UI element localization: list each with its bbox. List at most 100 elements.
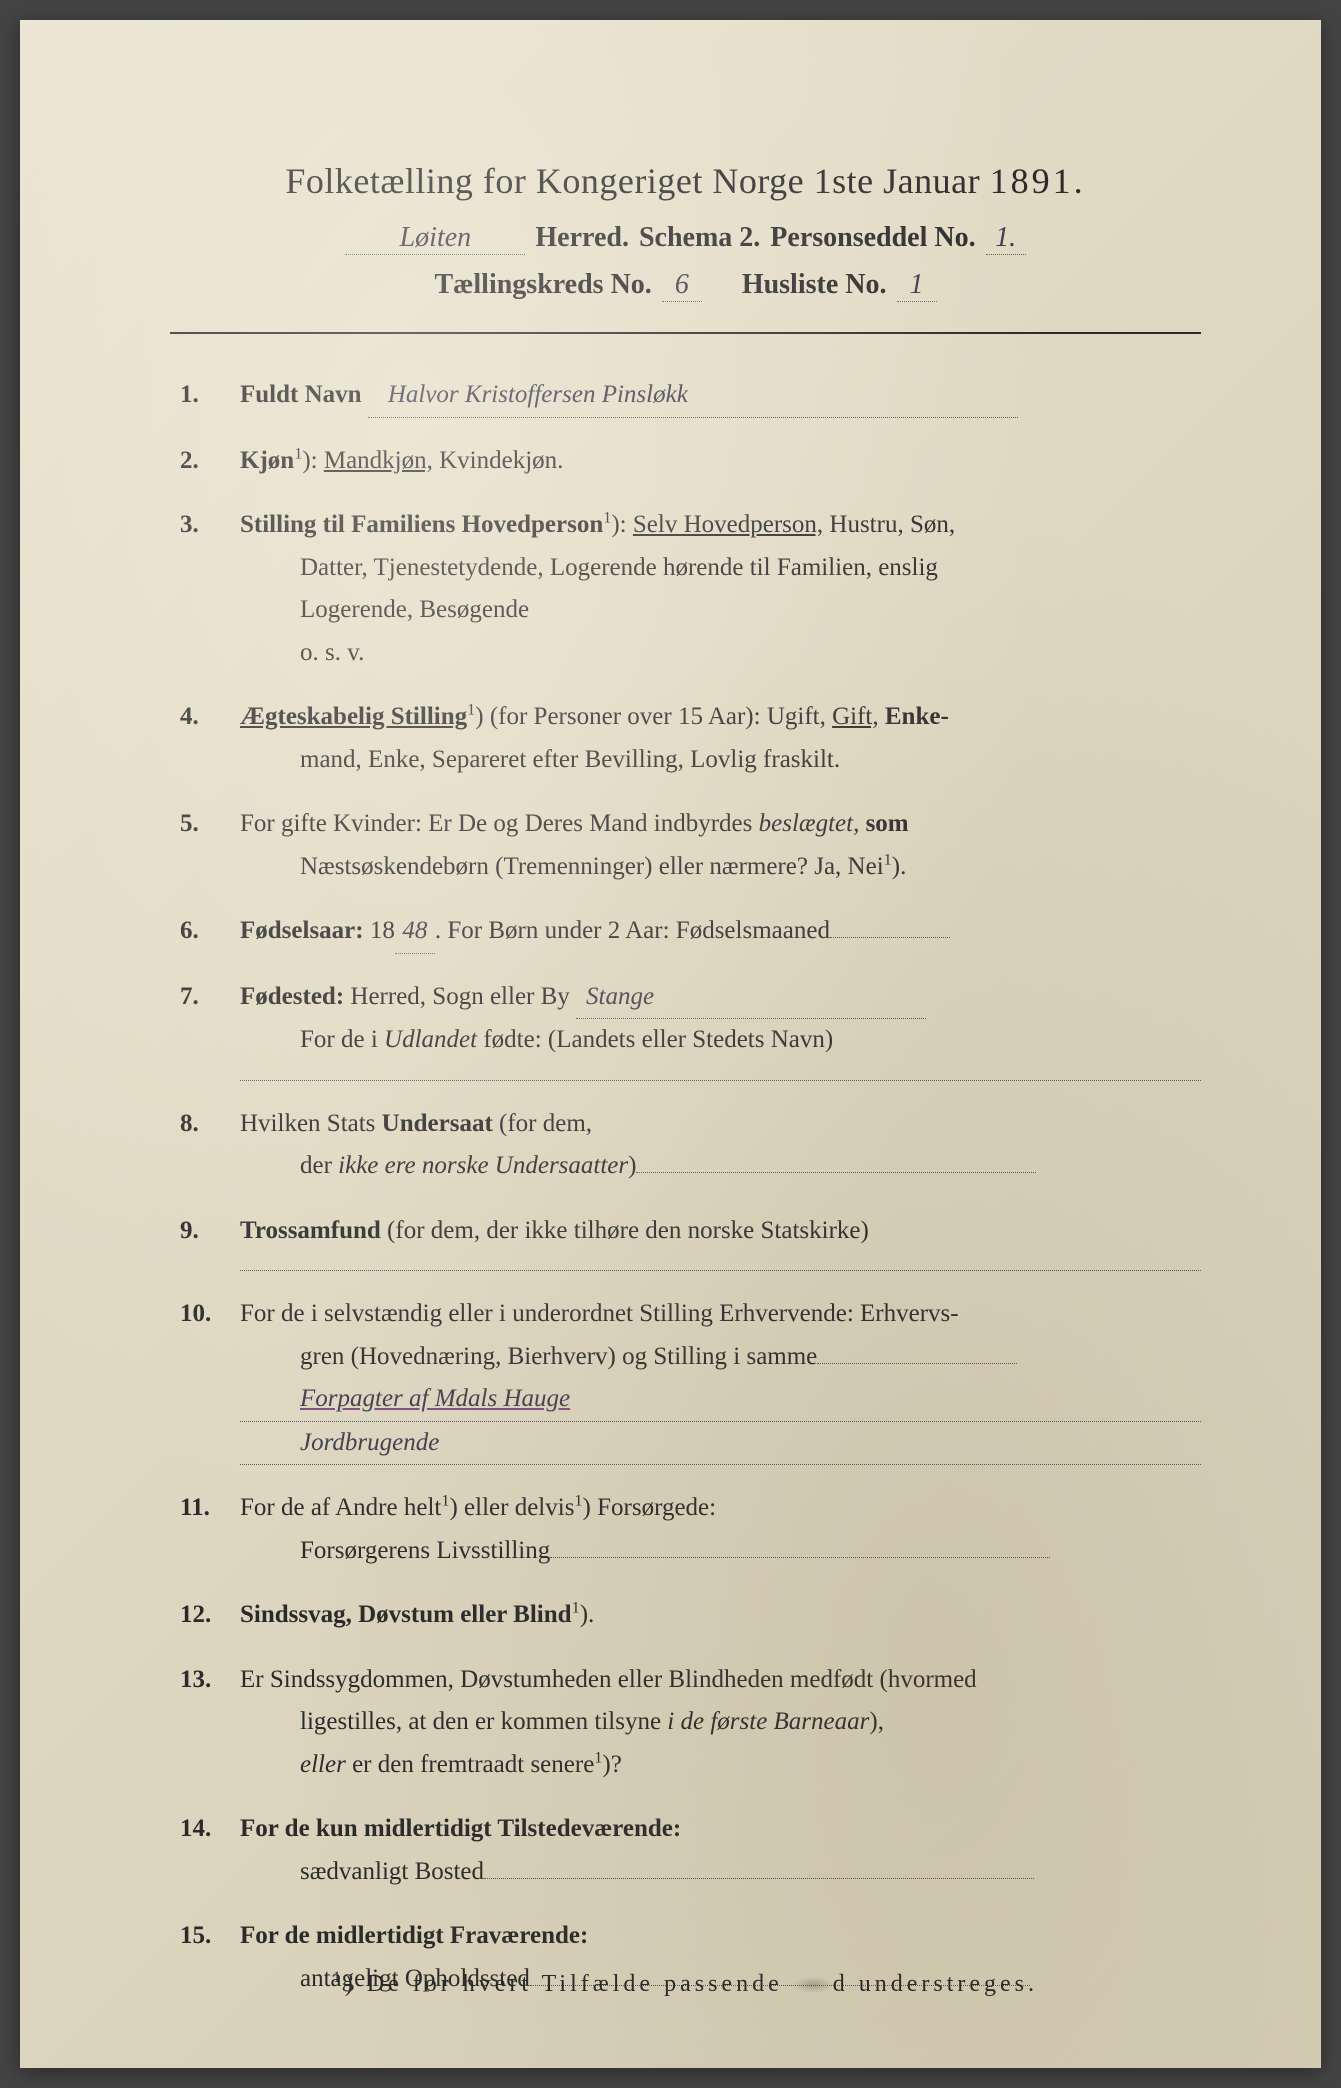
item-3: 3. Stilling til Familiens Hovedperson1):…: [180, 504, 1201, 674]
sup: 1: [572, 1599, 580, 1617]
form-header: Folketælling for Kongeriget Norge 1ste J…: [170, 160, 1201, 302]
field-label: Trossamfund: [240, 1217, 381, 1244]
l2: sædvanligt Bosted: [300, 1858, 484, 1885]
item-body: Stilling til Familiens Hovedperson1): Se…: [240, 504, 1201, 674]
item-num: 2.: [180, 440, 240, 483]
sup: 1: [884, 850, 892, 868]
year-prefix: 18: [364, 917, 395, 944]
l3a: eller: [300, 1751, 346, 1778]
fn-text2: d understreges.: [833, 1971, 1038, 1997]
title-text: Folketælling for Kongeriget Norge 1ste J…: [285, 161, 980, 201]
line2: Næstsøskendebørn (Tremenninger) eller næ…: [240, 846, 1201, 889]
l3c: )?: [602, 1751, 621, 1778]
blank: [636, 1172, 1036, 1173]
line3: Logerende, Besøgende: [240, 589, 1201, 632]
fodested-hw: Stange: [576, 976, 926, 1020]
line2: Forsørgerens Livsstilling: [240, 1530, 1201, 1573]
l2b: fødte: (Landets eller Stedets Navn): [477, 1026, 833, 1053]
paren: ):: [611, 511, 633, 538]
text1: Er Sindssygdommen, Døvstumheden eller Bl…: [240, 1666, 977, 1693]
line2: For de i Udlandet fødte: (Landets eller …: [240, 1019, 1201, 1062]
rest-options: Kvindekjøn.: [433, 447, 564, 474]
line3: eller er den fremtraadt senere1)?: [240, 1744, 1201, 1787]
text: (for dem, der ikke tilhøre den norske St…: [381, 1217, 869, 1244]
item-4: 4. Ægteskabelig Stilling1) (for Personer…: [180, 696, 1201, 781]
item-num: 4.: [180, 696, 240, 781]
item-body: For de kun midlertidigt Tilstedeværende:…: [240, 1808, 1201, 1893]
item-6: 6. Fødselsaar: 1848. For Børn under 2 Aa…: [180, 910, 1201, 954]
item-9: 9. Trossamfund (for dem, der ikke tilhør…: [180, 1210, 1201, 1272]
rest: Hustru, Søn,: [823, 511, 955, 538]
main-title: Folketælling for Kongeriget Norge 1ste J…: [170, 160, 1201, 202]
italic: ikke ere norske Undersaatter: [338, 1152, 628, 1179]
item-2: 2. Kjøn1): Mandkjøn, Kvindekjøn.: [180, 440, 1201, 483]
italic: i de første Barneaar: [667, 1708, 869, 1735]
line2: sædvanligt Bosted: [240, 1851, 1201, 1894]
text2: (for dem,: [493, 1110, 592, 1137]
line2: der ikke ere norske Undersaatter): [240, 1145, 1201, 1188]
text: ).: [580, 1601, 595, 1628]
l2a: Næstsøskendebørn (Tremenninger) eller næ…: [300, 853, 884, 880]
herred-line: Løiten Herred. Schema 2. Personseddel No…: [170, 222, 1201, 255]
item-body: Fødested: Herred, Sogn eller By Stange F…: [240, 976, 1201, 1081]
item-num: 5.: [180, 803, 240, 888]
schema-label: Schema 2.: [639, 222, 760, 254]
text2: ) eller delvis: [449, 1494, 574, 1521]
item-num: 1.: [180, 374, 240, 418]
field-label: Kjøn: [240, 447, 294, 474]
item-body: For de i selvstændig eller i underordnet…: [240, 1293, 1201, 1465]
item-11: 11. For de af Andre helt1) eller delvis1…: [180, 1487, 1201, 1572]
personseddel-no: 1.: [986, 222, 1026, 255]
bold: som: [859, 810, 908, 837]
item-num: 7.: [180, 976, 240, 1081]
item-body: Trossamfund (for dem, der ikke tilhøre d…: [240, 1210, 1201, 1272]
item-5: 5. For gifte Kvinder: Er De og Deres Man…: [180, 803, 1201, 888]
text1: For de kun midlertidigt Tilstedeværende:: [240, 1815, 681, 1842]
line4: o. s. v.: [240, 632, 1201, 675]
item-num: 13.: [180, 1659, 240, 1787]
blank: [550, 1557, 1050, 1558]
text1: For de midlertidigt Fraværende:: [240, 1922, 588, 1949]
field-label: Stilling til Familiens Hovedperson: [240, 511, 603, 538]
footnote: 1) De for hvert Tilfælde passende d unde…: [170, 1969, 1201, 1998]
item-num: 12.: [180, 1594, 240, 1637]
year-hw: 48: [395, 910, 435, 954]
smudge: [793, 1977, 833, 1993]
selected: Gift,: [832, 703, 879, 730]
text1: For gifte Kvinder: Er De og Deres Mand i…: [240, 810, 759, 837]
item-num: 14.: [180, 1808, 240, 1893]
blank-line: [240, 1080, 1201, 1081]
text1: Herred, Sogn eller By: [344, 983, 570, 1010]
item-10: 10. For de i selvstændig eller i underor…: [180, 1293, 1201, 1465]
item-8: 8. Hvilken Stats Undersaat (for dem, der…: [180, 1103, 1201, 1188]
title-year: 1891.: [990, 161, 1086, 201]
l2: gren (Hovednæring, Bierhverv) og Stillin…: [300, 1343, 817, 1370]
field-label: Fødested:: [240, 983, 344, 1010]
husliste-no: 1: [897, 269, 937, 302]
item-body: Kjøn1): Mandkjøn, Kvindekjøn.: [240, 440, 1201, 483]
line2: Datter, Tjenestetydende, Logerende høren…: [240, 547, 1201, 590]
line2: ligestilles, at den er kommen tilsyne i …: [240, 1701, 1201, 1744]
l2: Forsørgerens Livsstilling: [300, 1537, 550, 1564]
item-num: 3.: [180, 504, 240, 674]
text1: For de af Andre helt: [240, 1494, 441, 1521]
text3: ) Forsørgede:: [583, 1494, 717, 1521]
field-label: Ægteskabelig Stilling: [240, 703, 467, 730]
item-num: 8.: [180, 1103, 240, 1188]
line2: mand, Enke, Separeret efter Bevilling, L…: [240, 739, 1201, 782]
item-body: Fuldt Navn Halvor Kristoffersen Pinsløkk: [240, 374, 1201, 418]
item-num: 9.: [180, 1210, 240, 1272]
l2a: ligestilles, at den er kommen tilsyne: [300, 1708, 667, 1735]
l2b: ): [628, 1152, 636, 1179]
selected: Selv Hovedperson,: [633, 511, 823, 538]
husliste-label: Husliste No.: [742, 269, 887, 301]
l2b: ),: [869, 1708, 884, 1735]
item-num: 11.: [180, 1487, 240, 1572]
hw1: Forpagter af Mdals Hauge: [240, 1378, 1201, 1422]
taellingskreds-label: Tællingskreds No.: [434, 269, 651, 301]
item-num: 10.: [180, 1293, 240, 1465]
item-12: 12. Sindssvag, Døvstum eller Blind1).: [180, 1594, 1201, 1637]
form-items: 1. Fuldt Navn Halvor Kristoffersen Pinsl…: [170, 374, 1201, 2000]
item-14: 14. For de kun midlertidigt Tilstedevære…: [180, 1808, 1201, 1893]
l2a: For de i: [300, 1026, 384, 1053]
